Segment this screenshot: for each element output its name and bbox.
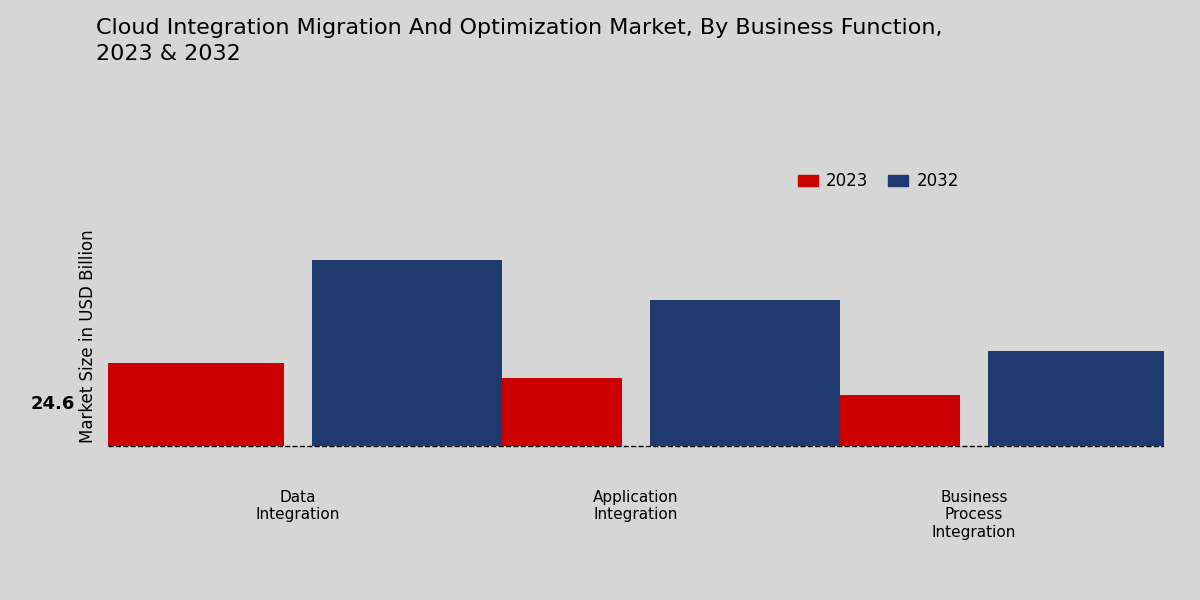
Bar (94, 363, 284, 446)
Y-axis label: Market Size in USD Billion: Market Size in USD Billion (79, 229, 97, 443)
Bar (312, 260, 503, 446)
Legend: 2023, 2032: 2023, 2032 (791, 166, 966, 197)
Bar (432, 379, 622, 446)
Bar (769, 395, 960, 446)
Bar (988, 351, 1178, 446)
Text: 24.6: 24.6 (30, 395, 74, 413)
Bar (650, 301, 840, 446)
Text: Cloud Integration Migration And Optimization Market, By Business Function,
2023 : Cloud Integration Migration And Optimiza… (96, 18, 942, 64)
